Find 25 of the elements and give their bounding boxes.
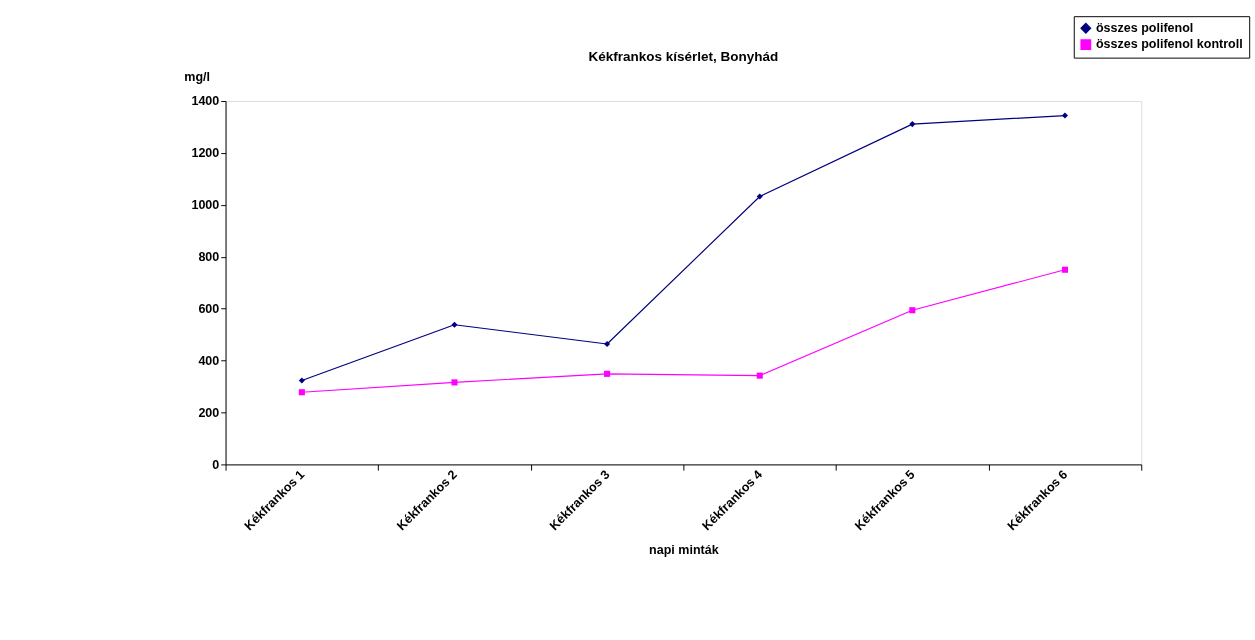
- y-tick-label: 800: [198, 250, 220, 265]
- chart-title: Kékfrankos kísérlet, Bonyhád: [588, 49, 779, 65]
- point: [1061, 266, 1068, 273]
- y-tick-label: 200: [198, 405, 220, 420]
- point: [451, 321, 458, 328]
- y-tick-label: 600: [198, 302, 220, 317]
- y-tick-label: 1000: [191, 198, 220, 213]
- point: [604, 340, 611, 348]
- point: [451, 379, 458, 386]
- point: [604, 370, 611, 377]
- y-tick-label: 1200: [191, 146, 220, 161]
- point: [909, 307, 916, 314]
- legend-label: összes polifenol: [1095, 21, 1194, 36]
- y-tick-label: 0: [212, 457, 220, 472]
- point: [298, 377, 305, 384]
- y-tick-label: 400: [198, 353, 220, 368]
- point: [756, 193, 763, 200]
- legend-label: összes polifenol kontroll: [1095, 37, 1243, 52]
- point: [756, 372, 763, 379]
- y-axis-title: mg/l: [184, 70, 210, 85]
- y-tick-label: 1400: [191, 94, 220, 109]
- point: [1061, 112, 1068, 119]
- point: [298, 389, 305, 396]
- x-axis-title: napi minták: [649, 543, 719, 558]
- point: [909, 121, 916, 128]
